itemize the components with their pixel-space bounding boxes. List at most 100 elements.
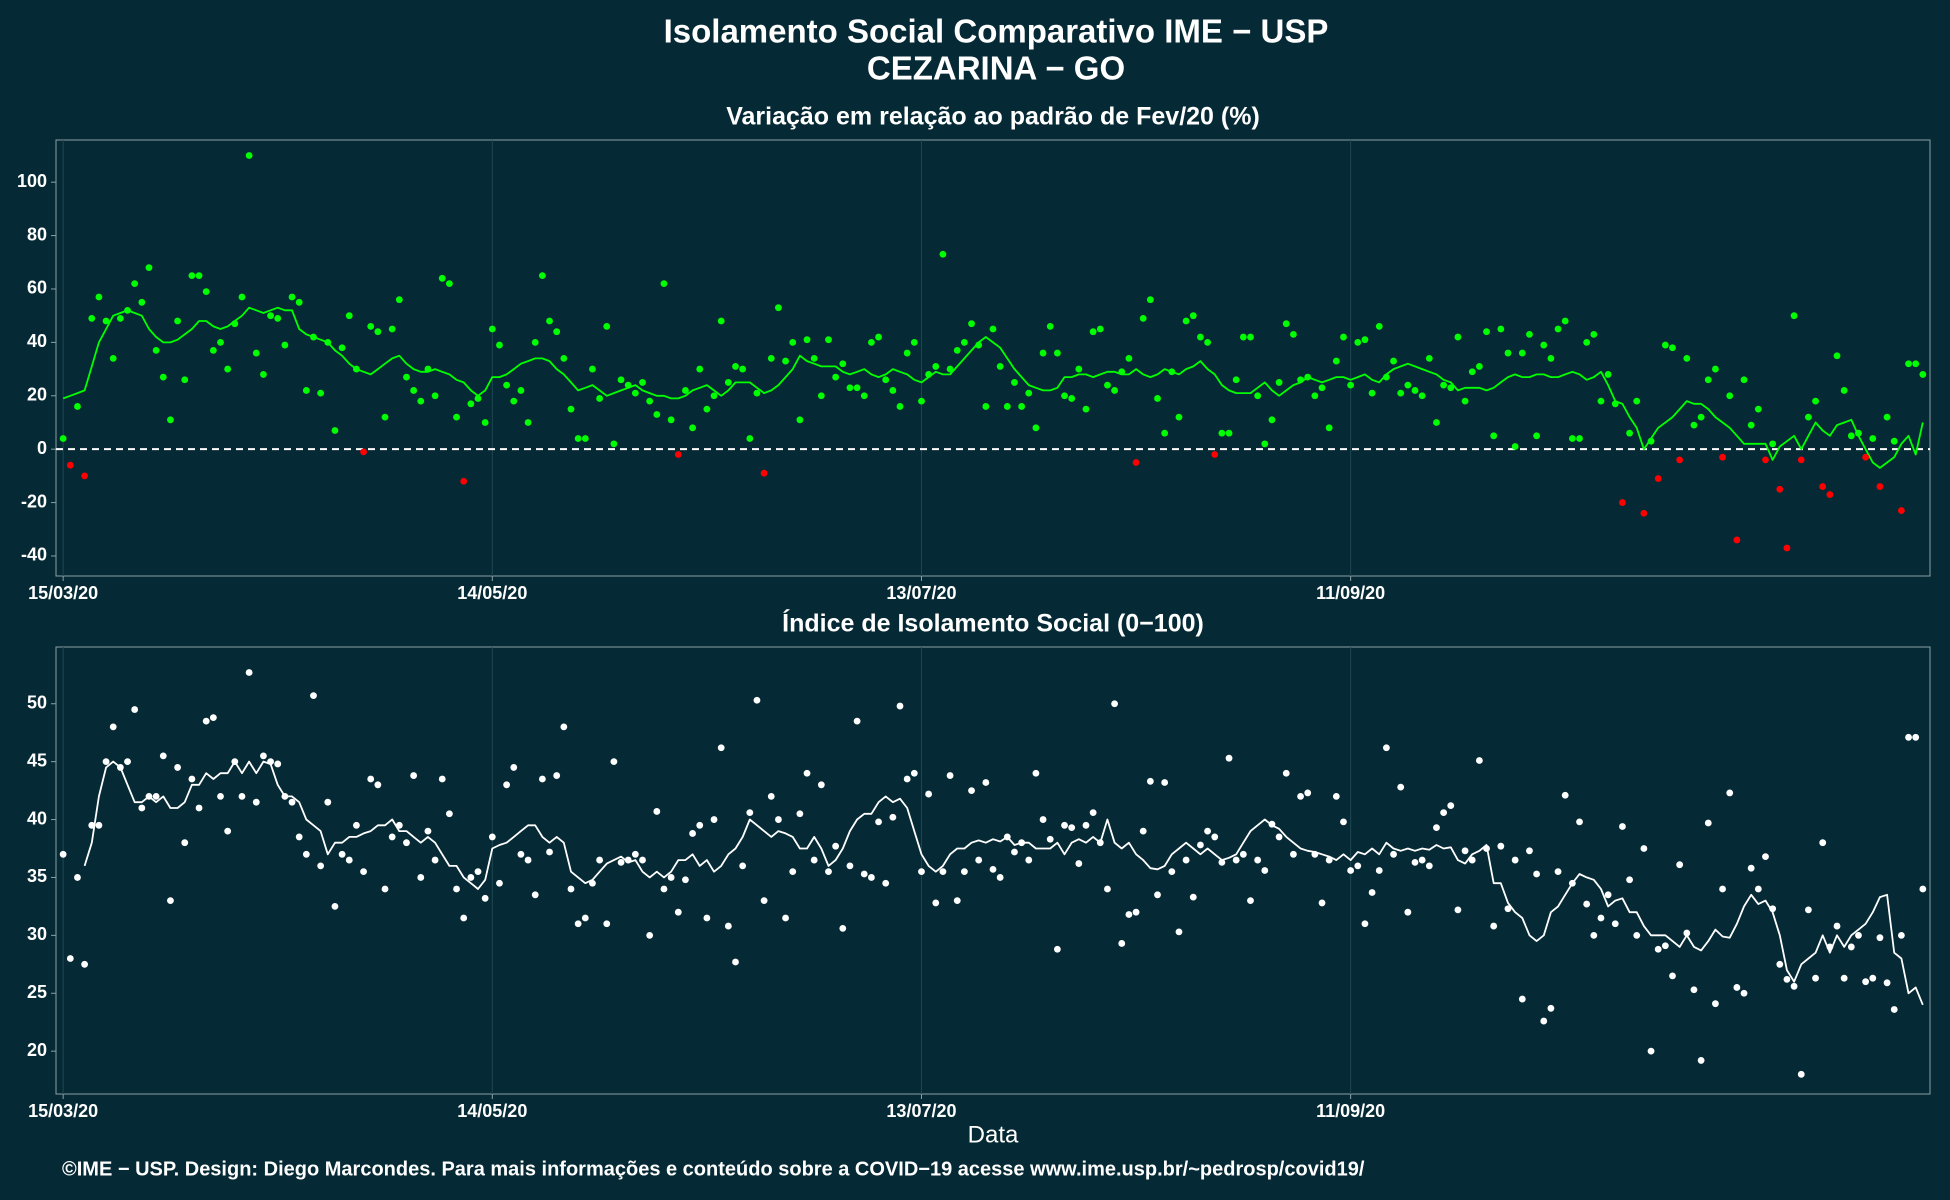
data-point xyxy=(260,371,267,378)
footer: ©IME − USP. Design: Diego Marcondes. Par… xyxy=(62,1158,1365,1180)
data-point xyxy=(1018,839,1026,847)
data-point xyxy=(853,384,861,392)
data-point xyxy=(1168,868,1176,876)
data-point xyxy=(496,341,503,349)
data-point xyxy=(510,397,518,405)
data-point xyxy=(710,816,718,823)
data-point xyxy=(953,346,961,354)
data-point xyxy=(1118,940,1126,947)
data-point xyxy=(989,865,997,873)
data-point xyxy=(1840,387,1848,394)
data-point xyxy=(1082,405,1090,413)
data-point xyxy=(181,839,189,847)
data-point xyxy=(975,341,983,349)
data-point xyxy=(1862,978,1870,986)
data-point xyxy=(1661,341,1669,349)
data-point xyxy=(1847,432,1855,440)
data-point xyxy=(460,477,468,485)
y-tick-label: 35 xyxy=(27,866,47,886)
data-point xyxy=(1790,982,1798,990)
data-point xyxy=(589,879,596,887)
data-point xyxy=(839,360,847,368)
data-point xyxy=(1082,821,1090,829)
data-point xyxy=(1197,333,1204,341)
data-point xyxy=(1247,333,1254,341)
data-point xyxy=(1011,379,1018,386)
data-point xyxy=(1340,333,1347,341)
data-point xyxy=(74,874,81,881)
data-point xyxy=(1039,349,1047,357)
data-point xyxy=(345,856,353,864)
data-point xyxy=(1189,893,1197,901)
x-tick-label: 13/07/20 xyxy=(886,1101,956,1121)
data-point xyxy=(832,842,840,850)
data-point xyxy=(202,717,210,725)
data-point xyxy=(1640,845,1648,852)
data-point xyxy=(474,868,482,876)
data-point xyxy=(1382,744,1390,752)
data-point xyxy=(1104,381,1111,389)
data-point xyxy=(1683,929,1691,937)
data-point xyxy=(1475,363,1483,370)
data-point xyxy=(510,764,518,771)
data-point xyxy=(59,435,67,442)
data-point xyxy=(1075,365,1083,373)
data-point xyxy=(1111,700,1118,708)
data-point xyxy=(1619,499,1626,506)
data-point xyxy=(59,850,67,858)
x-tick-label: 14/05/20 xyxy=(457,1101,527,1121)
data-point xyxy=(245,152,253,159)
data-point xyxy=(889,387,897,394)
data-point xyxy=(767,355,775,362)
data-point xyxy=(1576,435,1583,442)
data-point xyxy=(1919,885,1927,893)
data-point xyxy=(667,416,675,424)
data-point xyxy=(832,373,840,381)
data-point xyxy=(81,472,89,480)
data-point xyxy=(1197,841,1204,849)
data-point xyxy=(1890,1006,1898,1013)
data-point xyxy=(102,317,110,325)
data-point xyxy=(1390,357,1397,365)
data-point xyxy=(1025,856,1033,864)
data-point xyxy=(810,355,818,362)
data-point xyxy=(1411,858,1419,866)
data-point xyxy=(696,821,704,829)
data-point xyxy=(1833,352,1841,360)
data-point xyxy=(775,816,782,823)
data-point xyxy=(460,914,468,922)
data-point xyxy=(445,810,453,818)
y-tick-label: 80 xyxy=(27,224,47,244)
data-point xyxy=(560,723,568,731)
data-point xyxy=(1876,483,1884,490)
data-point xyxy=(381,885,389,893)
data-point xyxy=(152,346,160,354)
data-point xyxy=(1368,389,1376,397)
data-point xyxy=(324,338,332,346)
data-point xyxy=(639,379,646,386)
data-point xyxy=(453,413,460,421)
data-point xyxy=(488,833,496,841)
data-point xyxy=(1068,824,1076,832)
moving-average-line xyxy=(83,760,1924,1006)
data-point xyxy=(1712,365,1719,373)
data-point xyxy=(1876,934,1884,942)
data-point xyxy=(474,395,482,402)
data-point xyxy=(1719,885,1726,893)
data-point xyxy=(717,317,725,325)
y-tick-label: 45 xyxy=(27,750,47,770)
data-point xyxy=(724,922,732,930)
data-point xyxy=(553,772,561,779)
data-point xyxy=(803,336,811,344)
data-point xyxy=(1604,891,1612,899)
x-tick-label: 14/05/20 xyxy=(457,583,527,603)
data-point xyxy=(1790,312,1798,320)
data-point xyxy=(567,405,575,413)
data-point xyxy=(295,833,303,841)
data-point xyxy=(360,868,367,876)
data-point xyxy=(1161,429,1169,437)
data-point xyxy=(1068,395,1076,402)
data-point xyxy=(116,764,124,771)
data-point xyxy=(1254,856,1262,864)
data-point xyxy=(918,868,925,876)
